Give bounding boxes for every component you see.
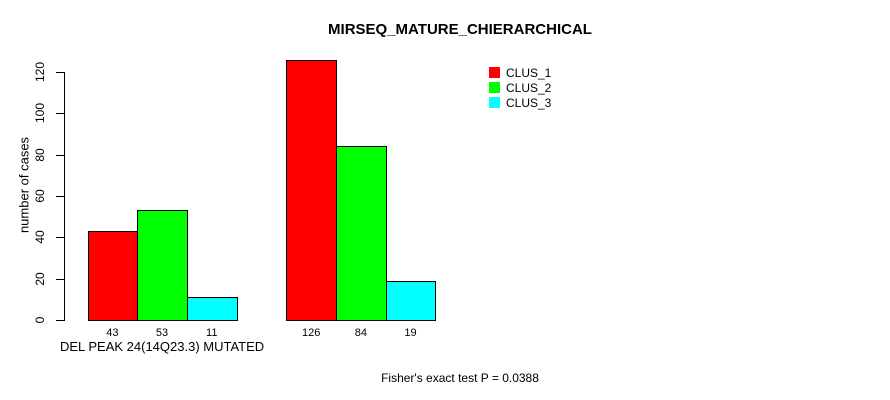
bar-value-label: 11 xyxy=(206,327,218,339)
legend-label-clus-3: CLUS_3 xyxy=(506,95,552,110)
legend-label-clus-1: CLUS_1 xyxy=(506,65,552,80)
bar-clus_3-group1 xyxy=(186,297,238,321)
y-axis-tick-label: 120 xyxy=(33,61,47,83)
legend-item-clus-3: CLUS_3 xyxy=(489,95,551,110)
legend: CLUS_1 CLUS_2 CLUS_3 xyxy=(489,65,551,110)
y-axis-tick-label: 100 xyxy=(33,103,47,124)
legend-swatch-clus-1 xyxy=(489,67,500,78)
group-label: DEL PEAK 24(14Q23.3) MUTATED xyxy=(59,339,265,354)
y-axis-tick xyxy=(56,237,64,239)
y-axis-tick xyxy=(56,320,64,321)
legend-item-clus-1: CLUS_1 xyxy=(489,65,551,80)
y-axis-tick xyxy=(56,278,64,280)
bar-clus_2-group2 xyxy=(336,146,387,321)
y-axis-tick-label: 80 xyxy=(33,147,47,162)
y-axis-tick xyxy=(56,154,64,156)
bar-value-label: 43 xyxy=(106,327,119,339)
bar-clus_2-group1 xyxy=(137,210,188,321)
bar-value-label: 126 xyxy=(301,327,321,339)
legend-swatch-clus-2 xyxy=(489,82,500,93)
y-axis-line xyxy=(64,72,65,321)
y-axis-tick xyxy=(56,113,64,115)
chart-title: MIRSEQ_MATURE_CHIERARCHICAL xyxy=(328,21,592,38)
bar-clus_3-group2 xyxy=(385,280,437,321)
y-axis-tick xyxy=(56,196,64,197)
bar-value-label: 53 xyxy=(155,327,169,339)
y-axis-tick-label: 20 xyxy=(33,271,47,286)
y-axis-tick-label: 40 xyxy=(33,230,47,245)
y-axis-tick-label: 60 xyxy=(33,189,47,203)
y-axis-tick xyxy=(56,72,64,73)
bar-value-label: 19 xyxy=(404,327,417,339)
y-axis-tick-label: 0 xyxy=(33,316,47,324)
legend-item-clus-2: CLUS_2 xyxy=(489,80,551,95)
legend-swatch-clus-3 xyxy=(489,97,500,108)
y-axis-title: number of cases xyxy=(16,136,32,234)
annotation-text: Fisher's exact test P = 0.0388 xyxy=(381,371,539,385)
bar-clus_1-group2 xyxy=(286,59,337,321)
bar-value-label: 84 xyxy=(354,327,367,339)
legend-label-clus-2: CLUS_2 xyxy=(506,80,552,95)
bar-clus_1-group1 xyxy=(87,231,139,321)
